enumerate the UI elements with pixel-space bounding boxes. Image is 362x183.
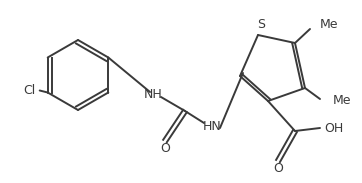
Text: S: S	[257, 18, 265, 31]
Text: NH: NH	[144, 89, 163, 102]
Text: Me: Me	[320, 18, 338, 31]
Text: O: O	[273, 162, 283, 175]
Text: Me: Me	[333, 94, 352, 107]
Text: O: O	[160, 141, 170, 154]
Text: HN: HN	[203, 119, 222, 132]
Text: Cl: Cl	[24, 84, 36, 97]
Text: OH: OH	[324, 122, 344, 135]
